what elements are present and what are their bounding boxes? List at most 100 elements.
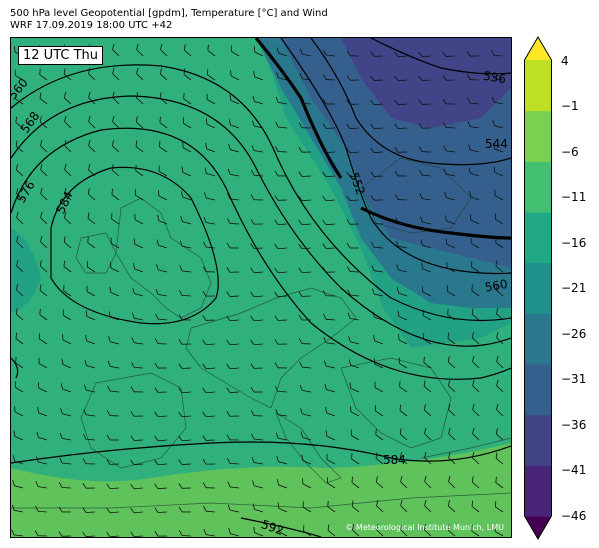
wind-barb [445,238,456,249]
wind-barb [472,379,480,393]
wind-barb [40,211,48,225]
wind-barb [423,333,432,345]
wind-barb [202,266,216,273]
wind-barb [347,312,360,321]
wind-barb [375,476,384,489]
wind-barb [159,141,168,153]
wind-barb [277,479,288,489]
colorbar-tick-label: −26 [561,327,587,341]
wind-barb [58,482,72,489]
wind-barb [15,93,24,105]
wind-barb [202,411,216,418]
wind-barb [394,194,408,201]
wind-barb [110,262,120,273]
wind-barb [373,358,384,369]
wind-barb [135,116,144,129]
wind-barb [424,451,432,465]
wind-barb [250,410,264,417]
wind-barb [205,118,216,129]
wind-barb [496,331,504,345]
wind-barb [62,309,72,321]
wind-barb [398,334,408,345]
colorbar [524,36,552,540]
wind-barb [106,483,120,490]
wind-barb [64,187,72,201]
wind-barb [226,315,240,322]
wind-barb [226,291,240,297]
wind-barb [323,313,336,321]
wind-barb [251,169,264,177]
wind-barb [135,189,144,201]
wind-barb [491,96,504,105]
wind-barb [250,267,264,274]
wind-barb [496,355,504,369]
wind-barb [298,267,312,274]
colorbar-segment [524,37,552,60]
wind-barb [178,435,192,442]
wind-barb [226,218,240,225]
wind-barb [35,505,48,513]
wind-barb [448,475,456,489]
wind-barb [274,362,288,369]
wind-barb [418,122,432,129]
colorbar-segment [524,364,552,416]
wind-barb [323,337,336,345]
wind-barb [87,212,96,225]
wind-barb [394,147,408,153]
wind-barb [87,236,96,249]
colorbar-segment [524,465,552,517]
wind-barb [275,409,288,417]
wind-barb [15,356,24,369]
wind-barb [154,338,168,345]
wind-barb [472,355,480,369]
wind-barb [132,287,144,297]
wind-barb [325,430,336,441]
colorbar-tick-label: −21 [561,281,587,295]
wind-barb [130,459,144,466]
wind-barb [448,403,456,417]
wind-barb [135,140,144,153]
wind-barb [395,217,408,225]
wind-barb [351,524,360,537]
wind-barb [179,265,192,273]
wind-barb [107,360,120,369]
wind-barb [298,338,312,345]
wind-barb [371,288,384,297]
wind-barb [178,314,192,321]
wind-barb [370,194,384,201]
wind-barb [322,195,336,202]
wind-barb [250,243,264,249]
wind-barb [230,45,240,57]
wind-barb [424,427,432,441]
colorbar-segment [524,60,552,112]
weather-map: 560 568 576 584 536 544 552 560 584 592 … [10,37,512,538]
wind-barb [136,43,144,57]
wind-barb [63,68,72,81]
wind-barb [346,123,360,130]
wind-barb [370,218,384,225]
wind-barb [14,381,24,393]
colorbar-tick-label: 4 [561,54,569,68]
colorbar-tick-label: −31 [561,372,587,386]
wind-barb [38,357,48,369]
wind-barb [468,167,480,177]
wind-barb [323,360,336,369]
wind-barb [87,188,96,201]
wind-barb [16,211,24,225]
wind-barb [203,529,216,537]
wind-barb [226,363,240,370]
wind-barb [86,285,96,297]
wind-barb [346,219,360,225]
wind-barb [250,339,264,346]
wind-barb [64,115,72,129]
wind-barb [112,43,120,57]
wind-barb [322,123,336,129]
wind-barb [370,171,384,177]
wind-barb [37,406,48,417]
wind-barb [202,339,216,346]
wind-barb [447,332,456,345]
wind-barb [448,380,456,393]
wind-barb [131,312,144,321]
wind-barb [348,359,360,369]
wind-barb [298,314,312,321]
